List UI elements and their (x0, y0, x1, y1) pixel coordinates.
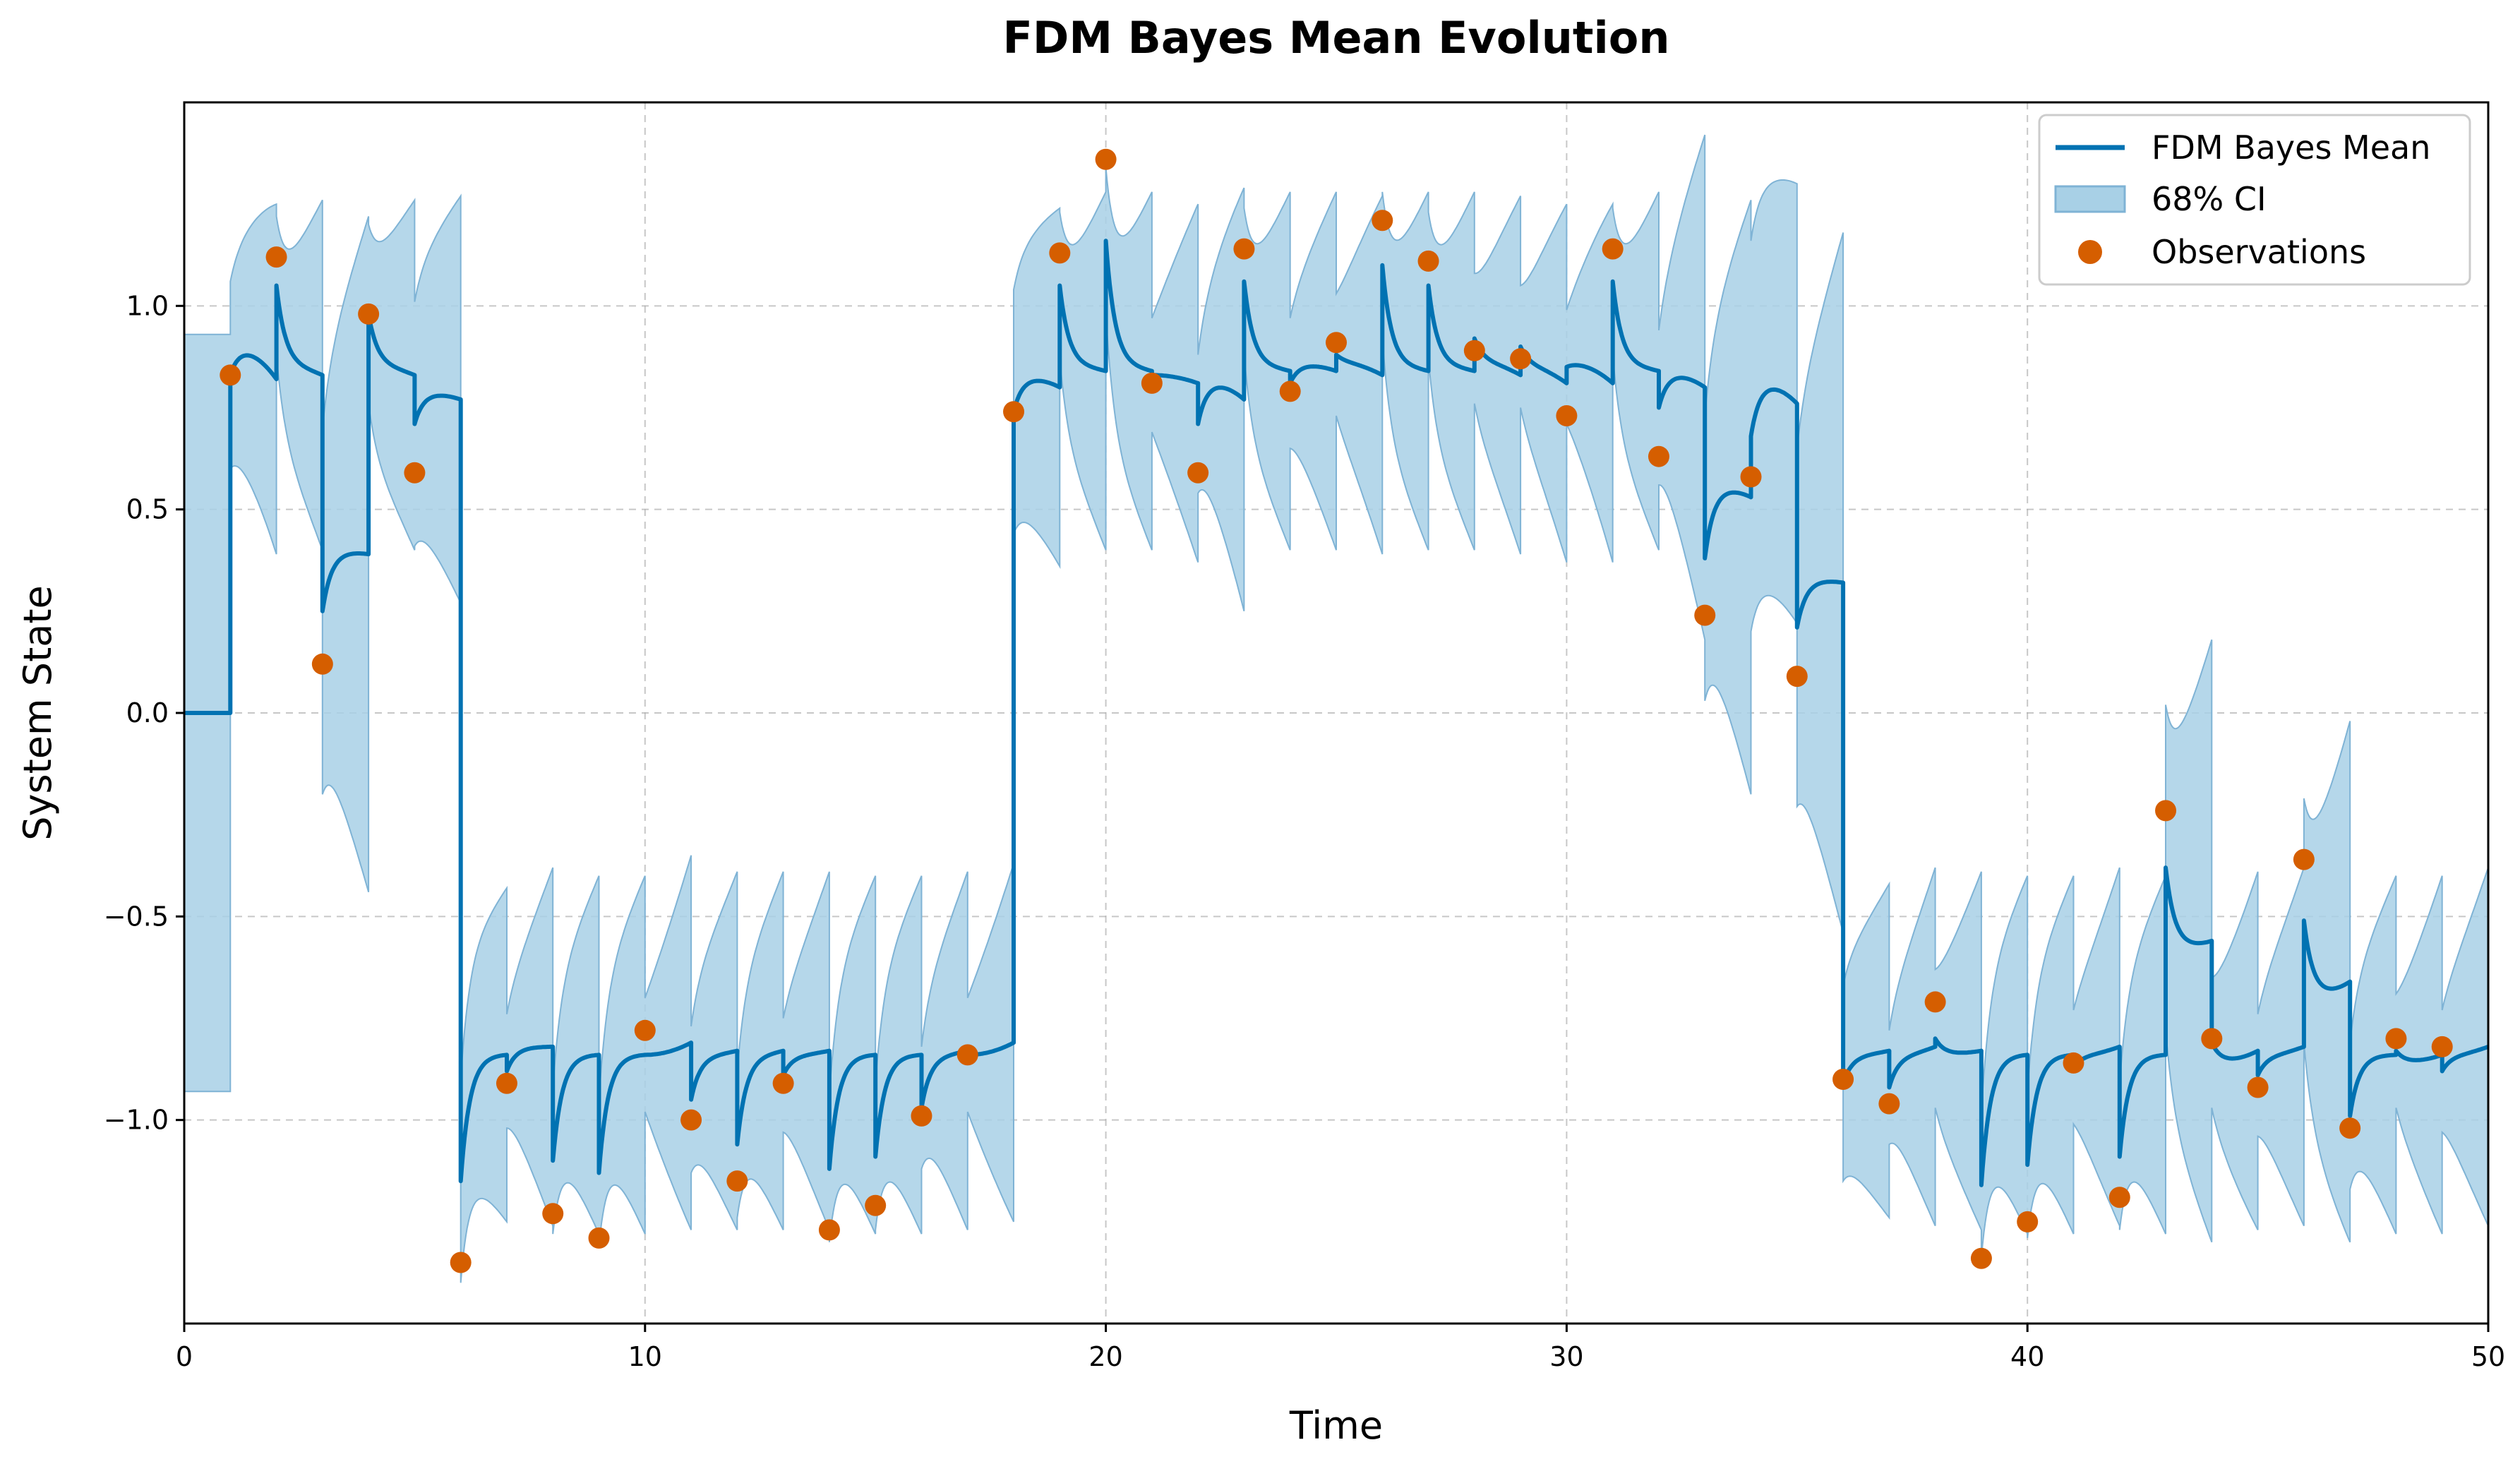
legend-mean-label: FDM Bayes Mean (2152, 128, 2430, 167)
x-axis-label: Time (1289, 1403, 1383, 1448)
observation-point (1832, 1069, 1854, 1090)
observation-point (1510, 348, 1532, 370)
observation-point (1326, 332, 1347, 354)
y-axis-label: System State (16, 585, 60, 840)
observation-point (2247, 1076, 2269, 1098)
observation-point (1786, 666, 1808, 688)
observation-point (2063, 1052, 2084, 1074)
y-tick-label: −0.5 (104, 901, 169, 932)
observation-point (1878, 1093, 1900, 1115)
observation-point (1417, 250, 1439, 272)
observation-point (1372, 210, 1393, 232)
observation-point (1049, 242, 1071, 264)
observation-point (542, 1203, 564, 1225)
observation-point (1141, 372, 1163, 394)
x-tick-label: 50 (2471, 1341, 2505, 1372)
observation-point (2385, 1028, 2407, 1050)
observation-point (634, 1019, 656, 1041)
observation-point (1556, 405, 1578, 427)
legend: FDM Bayes Mean 68% CI Observations (2038, 114, 2471, 286)
observation-point (1924, 991, 1946, 1013)
observation-point (1694, 604, 1716, 626)
observation-point (726, 1170, 748, 1192)
x-tick-label: 40 (2010, 1341, 2044, 1372)
observation-point (911, 1105, 932, 1127)
observation-point (588, 1227, 610, 1249)
x-tick-label: 20 (1088, 1341, 1122, 1372)
observation-point (220, 364, 241, 386)
observation-point (358, 303, 380, 325)
observation-point (1463, 340, 1485, 361)
observation-point (2155, 800, 2177, 822)
observation-point (956, 1044, 978, 1066)
observation-point (1095, 148, 1117, 170)
observation-point (1003, 401, 1025, 423)
y-axis: −1.0 −0.5 0.0 0.5 1.0 (104, 290, 184, 1136)
observation-point (1187, 462, 1209, 484)
observation-point (1740, 466, 1762, 488)
observation-point (772, 1072, 794, 1094)
observation-point (404, 462, 426, 484)
observation-point (1648, 445, 1669, 467)
chart-title: FDM Bayes Mean Evolution (1003, 12, 1670, 64)
x-tick-label: 0 (176, 1341, 193, 1372)
legend-obs-swatch (2078, 240, 2102, 264)
x-tick-label: 10 (628, 1341, 662, 1372)
observation-point (1279, 380, 1301, 402)
observation-point (680, 1109, 702, 1131)
x-tick-label: 30 (1549, 1341, 1583, 1372)
observation-point (2201, 1028, 2223, 1050)
observation-point (2108, 1187, 2130, 1208)
observation-point (496, 1072, 517, 1094)
legend-ci-swatch (2054, 185, 2126, 213)
y-tick-label: −1.0 (104, 1105, 169, 1136)
observation-points (220, 148, 2453, 1273)
x-axis: 0 10 20 30 40 50 (176, 1324, 2505, 1372)
legend-box (2038, 114, 2471, 286)
observation-point (2339, 1117, 2361, 1139)
y-tick-label: 0.5 (126, 494, 169, 525)
observation-point (1970, 1247, 1992, 1269)
y-tick-label: 1.0 (126, 290, 169, 321)
observation-point (2293, 848, 2315, 870)
observation-point (311, 653, 333, 675)
observation-point (1602, 238, 1624, 260)
legend-ci-label: 68% CI (2152, 180, 2267, 218)
observation-point (865, 1194, 887, 1216)
observation-point (2017, 1211, 2039, 1232)
observation-point (265, 246, 287, 268)
observation-point (2431, 1036, 2453, 1057)
legend-obs-label: Observations (2152, 233, 2366, 271)
y-tick-label: 0.0 (126, 697, 169, 728)
observation-point (1233, 238, 1255, 260)
mean-line-path (183, 239, 2490, 1187)
observation-point (818, 1219, 840, 1241)
observation-point (450, 1252, 472, 1273)
mean-line (183, 239, 2490, 1187)
